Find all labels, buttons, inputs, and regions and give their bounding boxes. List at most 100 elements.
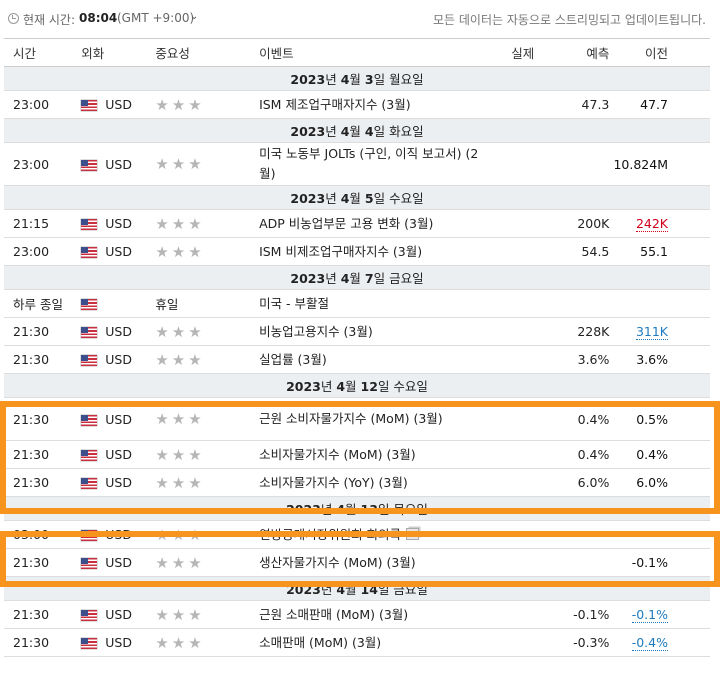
star-icon: ★★★ [155,553,205,572]
event-time: 21:30 [4,628,82,657]
previous-value-text[interactable]: -0.4% [631,635,668,651]
table-row[interactable]: 21:30 USD ★★★ 소비자물가지수 (YoY) (3월) 6.0% 6.0% [4,468,710,497]
event-link[interactable]: 생산자물가지수 (MoM) (3월) [259,554,416,570]
us-flag-icon [81,219,98,230]
actual-value [494,142,535,186]
event-name[interactable]: 연방공개시장위원회 회의록 [259,520,495,549]
currency-code: USD [105,447,132,462]
column-header-actual[interactable]: 실제 [494,38,535,67]
forecast-value: 228K [534,317,610,346]
event-link[interactable]: 소비자물가지수 (MoM) (3월) [259,446,416,462]
event-name[interactable]: 비농업고용지수 (3월) [259,317,495,346]
event-time: 21:30 [4,345,82,374]
importance-stars: ★★★ [155,468,260,497]
previous-value: 0.4% [609,440,710,469]
event-time: 21:30 [4,440,82,469]
event-name[interactable]: 실업률 (3월) [259,345,495,374]
forecast-value: 3.6% [534,345,610,374]
table-row[interactable]: 21:30 USD ★★★ 소매판매 (MoM) (3월) -0.3% -0.4% [4,628,710,657]
importance-stars: ★★★ [155,600,260,629]
event-link[interactable]: 비농업고용지수 (3월) [259,323,373,339]
date-label: 2023년 4월 4일 화요일 [4,118,710,143]
us-flag-icon [81,414,98,426]
event-time: 21:30 [4,600,82,629]
event-name[interactable]: 생산자물가지수 (MoM) (3월) [259,548,495,577]
currency-cell: USD [81,90,156,119]
column-header-forecast[interactable]: 예측 [534,38,610,67]
event-name[interactable]: 근원 소매판매 (MoM) (3월) [259,600,495,629]
table-row[interactable]: 21:30 USD ★★★ 소비자물가지수 (MoM) (3월) 0.4% 0.4% [4,440,710,469]
event-name[interactable]: 소비자물가지수 (MoM) (3월) [259,440,495,469]
event-name[interactable]: ISM 제조업구매자지수 (3월) [259,90,495,119]
importance-holiday: 휴일 [155,289,260,318]
actual-value [494,209,535,238]
table-row[interactable]: 23:00 USD ★★★ ISM 제조업구매자지수 (3월) 47.3 47.7 [4,90,710,119]
table-row[interactable]: 21:30 USD ★★★ 근원 소비자물가지수 (MoM) (3월) 0.4% 0.5% [4,397,710,441]
column-header-event[interactable]: 이벤트 [259,38,495,67]
previous-value-text[interactable]: -0.1% [631,607,668,623]
event-time: 03:00 [4,520,82,549]
currency-code: USD [105,216,132,231]
currency-code: USD [105,352,132,367]
event-link[interactable]: ISM 제조업구매자지수 (3월) [259,96,411,112]
actual-value [494,520,535,549]
us-flag-icon [81,355,98,366]
table-row[interactable]: 23:00 USD ★★★ ISM 비제조업구매자지수 (3월) 54.5 55.1 [4,237,710,266]
currency-code: USD [105,324,132,339]
us-flag-icon [81,159,98,171]
forecast-value: 0.4% [534,397,610,441]
event-link[interactable]: 실업률 (3월) [259,351,327,367]
actual-value [494,548,535,577]
timezone-selector[interactable]: (GMT +9:00) [117,11,195,25]
event-name[interactable]: 소비자물가지수 (YoY) (3월) [259,468,495,497]
table-row[interactable]: 21:15 USD ★★★ ADP 비농업부문 고용 변화 (3월) 200K 242K [4,209,710,238]
currency-code: USD [105,555,132,570]
event-time: 하루 종일 [4,289,82,318]
event-link[interactable]: 연방공개시장위원회 회의록 [259,526,402,542]
column-header-time[interactable]: 시간 [4,38,82,67]
chevron-down-icon[interactable]: ⌄ [190,11,199,22]
forecast-value: -0.1% [534,600,610,629]
previous-value-text: 3.6% [636,352,668,367]
event-name[interactable]: 소매판매 (MoM) (3월) [259,628,495,657]
event-name[interactable]: 미국 노동부 JOLTs (구인, 이직 보고서) (2월) [259,142,495,186]
table-row[interactable]: 03:00 USD ★★★ 연방공개시장위원회 회의록 [4,520,710,549]
clock-icon [8,13,19,24]
importance-stars: ★★★ [155,548,260,577]
us-flag-icon [81,610,98,621]
currency-code: USD [105,527,132,542]
table-row[interactable]: 21:30 USD ★★★ 생산자물가지수 (MoM) (3월) -0.1% [4,548,710,577]
currency-cell: USD [81,548,156,577]
table-row[interactable]: 21:30 USD ★★★ 근원 소매판매 (MoM) (3월) -0.1% -0.1% [4,600,710,629]
previous-value-text[interactable]: 242K [635,216,668,232]
actual-value [494,317,535,346]
event-name[interactable]: 근원 소비자물가지수 (MoM) (3월) [259,397,495,441]
forecast-value: -0.3% [534,628,610,657]
star-icon: ★★★ [155,525,205,544]
event-link[interactable]: 근원 소비자물가지수 (MoM) (3월) [259,411,443,426]
document-icon[interactable] [406,527,420,540]
previous-value: 6.0% [609,468,710,497]
event-name[interactable]: ISM 비제조업구매자지수 (3월) [259,237,495,266]
previous-value-text[interactable]: 311K [635,324,668,340]
event-time: 21:30 [4,548,82,577]
previous-value: 10.824M [609,142,710,186]
column-header-importance[interactable]: 중요성 [155,38,260,67]
currency-cell: USD [81,317,156,346]
currency-cell [81,289,156,318]
event-link[interactable]: ISM 비제조업구매자지수 (3월) [259,243,423,259]
event-link[interactable]: 소비자물가지수 (YoY) (3월) [259,474,408,490]
forecast-value: 0.4% [534,440,610,469]
event-link[interactable]: ADP 비농업부문 고용 변화 (3월) [259,215,434,231]
table-row[interactable]: 21:30 USD ★★★ 비농업고용지수 (3월) 228K 311K [4,317,710,346]
currency-cell: USD [81,209,156,238]
event-name[interactable]: ADP 비농업부문 고용 변화 (3월) [259,209,495,238]
event-time: 23:00 [4,90,82,119]
event-link[interactable]: 근원 소매판매 (MoM) (3월) [259,606,409,622]
column-header-previous[interactable]: 이전 [609,38,710,67]
event-link[interactable]: 소매판매 (MoM) (3월) [259,634,382,650]
table-row[interactable]: 21:30 USD ★★★ 실업률 (3월) 3.6% 3.6% [4,345,710,374]
table-row[interactable]: 23:00 USD ★★★ 미국 노동부 JOLTs (구인, 이직 보고서) (2월… [4,142,710,186]
column-header-currency[interactable]: 외화 [81,38,156,67]
event-link[interactable]: 미국 노동부 JOLTs (구인, 이직 보고서) (2월) [259,146,479,181]
